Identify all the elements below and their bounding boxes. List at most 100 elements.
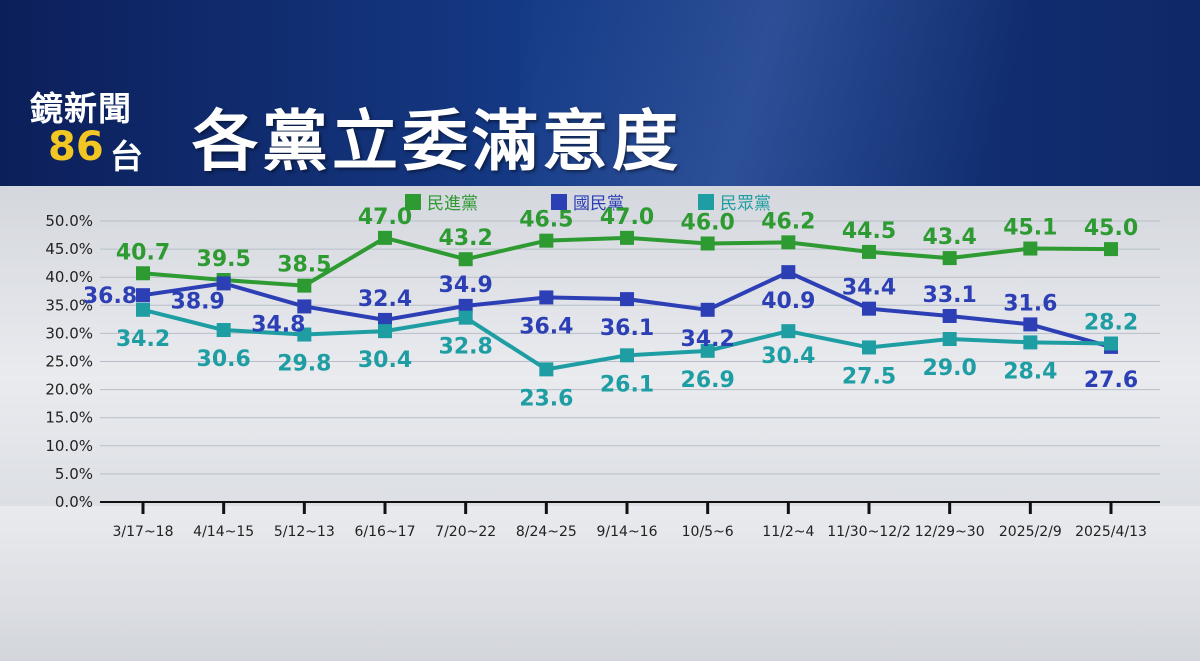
channel-logo-number: 86 bbox=[48, 124, 104, 170]
y-tick-label: 50.0% bbox=[45, 212, 93, 230]
y-tick-label: 0.0% bbox=[55, 493, 93, 511]
y-tick-label: 30.0% bbox=[45, 324, 93, 342]
x-tick-label: 8/24~25 bbox=[516, 524, 577, 540]
data-label: 38.5 bbox=[277, 253, 331, 278]
data-label: 34.8 bbox=[251, 312, 305, 337]
legend-item: 民眾黨 bbox=[698, 194, 771, 214]
data-point bbox=[216, 323, 231, 338]
data-label: 27.5 bbox=[842, 364, 896, 389]
data-point bbox=[862, 301, 876, 316]
data-point bbox=[700, 302, 715, 317]
data-label: 43.4 bbox=[923, 225, 977, 250]
y-tick-label: 25.0% bbox=[45, 353, 93, 371]
data-point bbox=[1104, 336, 1118, 351]
y-tick-label: 5.0% bbox=[55, 465, 93, 483]
x-tick-label: 2025/2/9 bbox=[999, 524, 1062, 540]
x-tick-label: 6/16~17 bbox=[355, 524, 416, 540]
data-point bbox=[1023, 317, 1038, 332]
x-tick-label: 12/29~30 bbox=[915, 524, 985, 540]
x-tick-label: 11/30~12/2 bbox=[827, 524, 911, 540]
legend-label: 民眾黨 bbox=[720, 194, 771, 214]
data-label: 46.0 bbox=[681, 210, 735, 235]
data-point bbox=[1104, 242, 1118, 257]
x-tick-label: 11/2~4 bbox=[762, 524, 814, 540]
legend-label: 國民黨 bbox=[573, 194, 624, 214]
data-label: 29.0 bbox=[923, 356, 977, 381]
header-banner: 鏡新聞 86 台 各黨立委滿意度 bbox=[0, 0, 1200, 186]
x-tick-label: 4/14~15 bbox=[193, 524, 254, 540]
legend-item: 民進黨 bbox=[405, 194, 478, 214]
data-point bbox=[136, 288, 150, 303]
legend-swatch bbox=[551, 194, 567, 210]
data-label: 34.9 bbox=[439, 273, 493, 298]
data-label: 33.1 bbox=[923, 283, 977, 308]
data-label: 26.1 bbox=[600, 372, 654, 397]
y-tick-label: 10.0% bbox=[45, 437, 93, 455]
legend-swatch bbox=[698, 194, 714, 210]
data-point bbox=[1023, 241, 1038, 256]
data-point bbox=[297, 299, 312, 314]
data-label: 30.4 bbox=[761, 344, 815, 369]
data-label: 45.1 bbox=[1003, 216, 1057, 241]
data-point bbox=[216, 276, 231, 291]
page-title: 各黨立委滿意度 bbox=[192, 102, 682, 180]
data-label: 36.1 bbox=[600, 316, 654, 341]
data-point bbox=[136, 302, 150, 317]
data-label: 28.2 bbox=[1084, 311, 1138, 336]
data-point bbox=[539, 362, 554, 377]
data-point bbox=[862, 340, 876, 355]
data-label: 32.4 bbox=[358, 287, 412, 312]
data-label: 32.8 bbox=[439, 335, 493, 360]
data-point bbox=[539, 290, 554, 305]
data-point bbox=[297, 327, 312, 342]
data-point bbox=[862, 244, 876, 259]
data-label: 45.0 bbox=[1084, 216, 1138, 241]
data-label: 47.0 bbox=[358, 205, 412, 230]
data-point bbox=[458, 298, 473, 313]
data-point bbox=[942, 251, 957, 266]
channel-logo-suffix: 台 bbox=[110, 137, 143, 176]
data-point bbox=[378, 230, 392, 245]
legend-item: 國民黨 bbox=[551, 194, 624, 214]
data-label: 29.8 bbox=[277, 352, 331, 377]
data-label: 23.6 bbox=[519, 386, 573, 411]
data-label: 46.2 bbox=[761, 209, 815, 234]
channel-logo-name: 鏡新聞 bbox=[30, 89, 132, 128]
data-label: 27.6 bbox=[1084, 368, 1138, 393]
data-point bbox=[378, 324, 392, 339]
data-point bbox=[378, 312, 392, 327]
data-point bbox=[297, 278, 312, 293]
data-point bbox=[700, 236, 715, 251]
y-tick-label: 40.0% bbox=[45, 268, 93, 286]
legend-label: 民進黨 bbox=[427, 194, 478, 214]
data-label: 34.2 bbox=[681, 327, 735, 352]
y-tick-label: 20.0% bbox=[45, 381, 93, 399]
data-label: 30.4 bbox=[358, 348, 412, 373]
banner-light-streak bbox=[520, 0, 1040, 186]
data-label: 34.4 bbox=[842, 276, 896, 301]
legend-swatch bbox=[405, 194, 421, 210]
y-tick-label: 15.0% bbox=[45, 409, 93, 427]
data-point bbox=[781, 324, 796, 339]
x-tick-label: 5/12~13 bbox=[274, 524, 335, 540]
x-tick-label: 2025/4/13 bbox=[1075, 524, 1147, 540]
x-tick-label: 10/5~6 bbox=[682, 524, 734, 540]
data-point bbox=[458, 310, 473, 325]
data-point bbox=[1023, 335, 1038, 350]
data-point bbox=[942, 332, 957, 347]
data-point bbox=[781, 235, 796, 250]
data-point bbox=[136, 266, 150, 281]
data-point bbox=[620, 292, 634, 307]
data-label: 26.9 bbox=[681, 368, 735, 393]
y-tick-label: 35.0% bbox=[45, 296, 93, 314]
x-tick-label: 9/14~16 bbox=[597, 524, 658, 540]
x-tick-label: 7/20~22 bbox=[435, 524, 496, 540]
data-point bbox=[700, 343, 715, 358]
y-tick-label: 45.0% bbox=[45, 240, 93, 258]
data-label: 36.4 bbox=[519, 314, 573, 339]
data-label: 44.5 bbox=[842, 219, 896, 244]
data-point bbox=[620, 230, 634, 245]
data-label: 34.2 bbox=[116, 327, 170, 352]
data-label: 28.4 bbox=[1003, 359, 1057, 384]
